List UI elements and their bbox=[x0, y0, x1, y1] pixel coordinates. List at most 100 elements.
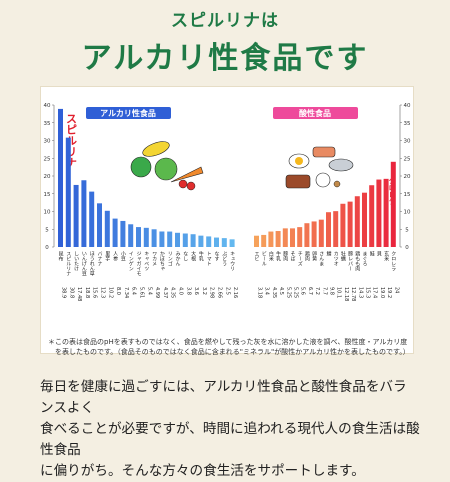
banana-icon bbox=[142, 141, 170, 157]
acid-value-label: 7.2 bbox=[314, 287, 320, 295]
alkaline-legend-label: アルカリ性食品 bbox=[100, 108, 156, 118]
y-tick-label-right: 0 bbox=[405, 245, 409, 251]
alkaline-value-label: 15.6 bbox=[92, 287, 98, 298]
alkaline-bar bbox=[221, 238, 227, 247]
alkaline-category-label: ぶどう bbox=[221, 251, 227, 267]
acid-value-label: 4.5 bbox=[278, 287, 284, 295]
meat-icon bbox=[285, 174, 311, 189]
acid-bar bbox=[376, 179, 382, 247]
acid-category-label: カツオ bbox=[333, 251, 339, 266]
acid-value-label: 12.18 bbox=[343, 287, 349, 301]
alkaline-value-label: 8.0 bbox=[115, 287, 121, 295]
alkaline-bar bbox=[89, 191, 95, 247]
alkaline-category-label: インゲン bbox=[128, 251, 134, 271]
acid-bar bbox=[290, 228, 295, 247]
alkaline-bar bbox=[136, 227, 141, 247]
alkaline-bar bbox=[97, 203, 102, 247]
alkaline-value-label: 17.48 bbox=[76, 287, 82, 301]
acid-category-label: 豚肉 bbox=[282, 251, 288, 261]
alkaline-legend-box bbox=[86, 107, 171, 119]
y-tick-label-left: 25 bbox=[44, 156, 51, 162]
acid-category-label: そば bbox=[290, 251, 296, 262]
acid-category-label: 牛乳 bbox=[275, 250, 281, 261]
note-line-1: ＊この表は食品のpHを表すものではなく、食品を燃やして残った灰を水に溶かした液を… bbox=[48, 338, 408, 346]
alkaline-bar bbox=[198, 235, 204, 247]
acid-legend-box bbox=[273, 107, 358, 119]
alkaline-category-label: 大根 bbox=[190, 250, 196, 262]
acid-category-label: 卵黄 bbox=[311, 250, 317, 262]
alkaline-category-label: 昆布 bbox=[58, 251, 64, 262]
alkaline-value-label: 3.8 bbox=[185, 287, 191, 295]
alkaline-value-label: 6.4 bbox=[131, 287, 137, 295]
acid-bar bbox=[268, 231, 274, 247]
acid-value-label: 4.35 bbox=[271, 287, 277, 298]
acid-value-label: 9.8 bbox=[329, 287, 335, 295]
acid-value-label: 7.7 bbox=[321, 287, 327, 295]
alkaline-category-label: キャベツ bbox=[143, 251, 149, 271]
acid-bar bbox=[362, 192, 367, 247]
alkaline-value-label: 4.0 bbox=[178, 287, 184, 295]
acid-value-label: 17.4 bbox=[372, 287, 378, 298]
acid-bar bbox=[390, 161, 396, 247]
alkaline-bar bbox=[214, 237, 219, 247]
rice-bowl-icon bbox=[315, 172, 331, 188]
page-subtitle: スピルリナは bbox=[171, 11, 279, 31]
alkaline-category-label: なす bbox=[214, 251, 220, 262]
acid-category-label: 鶏もも肉 bbox=[354, 250, 360, 271]
alkaline-value-label: 4.99 bbox=[154, 287, 160, 298]
alkaline-bar bbox=[143, 227, 149, 247]
description-line-1: 毎日を健康に過ごすには、アルカリ性食品と酸性食品をバランスよく bbox=[40, 379, 407, 416]
acid-category-label: 豚レバー bbox=[347, 251, 353, 271]
alkaline-category-label: 里芋 bbox=[104, 251, 110, 261]
acid-value-label: 5.25 bbox=[293, 287, 299, 298]
alkaline-bar bbox=[104, 210, 110, 247]
y-tick-label-right: 15 bbox=[404, 192, 411, 198]
alkaline-category-label: みかん bbox=[175, 251, 181, 266]
acid-bar bbox=[347, 201, 353, 247]
alkaline-category-label: なし bbox=[182, 251, 188, 261]
alkaline-bar bbox=[58, 108, 63, 247]
y-tick-label-left: 0 bbox=[45, 245, 49, 251]
acid-value-label: 6.7 bbox=[307, 287, 313, 295]
acid-value-label: 3.4 bbox=[264, 287, 270, 295]
alkaline-value-label: 2.5 bbox=[224, 287, 230, 295]
acid-bar bbox=[354, 196, 360, 247]
alkaline-bar bbox=[229, 239, 235, 247]
food-illustration bbox=[130, 141, 354, 191]
alkaline-bar bbox=[120, 220, 126, 247]
alkaline-category-label: リンゴ bbox=[167, 251, 173, 266]
alkaline-value-label: 2.98 bbox=[209, 287, 215, 298]
y-tick-label-left: 30 bbox=[44, 139, 51, 145]
egg-yolk-icon bbox=[295, 157, 303, 165]
alkaline-value-label: 5.61 bbox=[139, 287, 145, 298]
y-tick-label-right: 40 bbox=[404, 103, 411, 109]
alkaline-bar bbox=[65, 137, 71, 247]
alkaline-category-label: 小豆 bbox=[120, 250, 126, 261]
acid-value-label: 19.0 bbox=[379, 287, 385, 298]
alkaline-bar bbox=[159, 231, 165, 247]
acid-category-label: チーズ bbox=[297, 251, 303, 266]
alkaline-value-label: 3.2 bbox=[201, 287, 207, 295]
acid-value-label: 14.3 bbox=[357, 287, 363, 298]
alkaline-value-label: 12.3 bbox=[100, 287, 106, 298]
acid-category-label: 鮭 bbox=[369, 250, 375, 257]
acid-value-label: 19.2 bbox=[386, 287, 392, 298]
y-tick-label-left: 40 bbox=[44, 103, 51, 109]
description-line-2: 食べることが必要ですが、時間に追われる現代人の食生活は酸性食品 bbox=[40, 421, 420, 458]
alkaline-value-label: 2.66 bbox=[217, 287, 223, 298]
oyster-icon bbox=[328, 158, 354, 172]
alkaline-category-label: 人参 bbox=[112, 251, 118, 262]
acid-value-label: 24 bbox=[393, 287, 399, 293]
broccoli-icon bbox=[130, 156, 152, 178]
alkaline-value-label: 18.8 bbox=[84, 287, 90, 298]
alkaline-bar bbox=[182, 233, 188, 247]
y-tick-label-left: 5 bbox=[45, 227, 49, 233]
acid-bar bbox=[383, 178, 389, 247]
alkaline-bar bbox=[167, 231, 173, 247]
alkaline-value-label: 38.9 bbox=[61, 287, 67, 298]
acid-category-label: まぐろ bbox=[362, 251, 368, 267]
carrot-icon bbox=[170, 166, 204, 183]
alkaline-bar bbox=[112, 218, 118, 247]
acid-value-label: 10.1 bbox=[336, 287, 342, 298]
alkaline-bar bbox=[175, 232, 180, 247]
